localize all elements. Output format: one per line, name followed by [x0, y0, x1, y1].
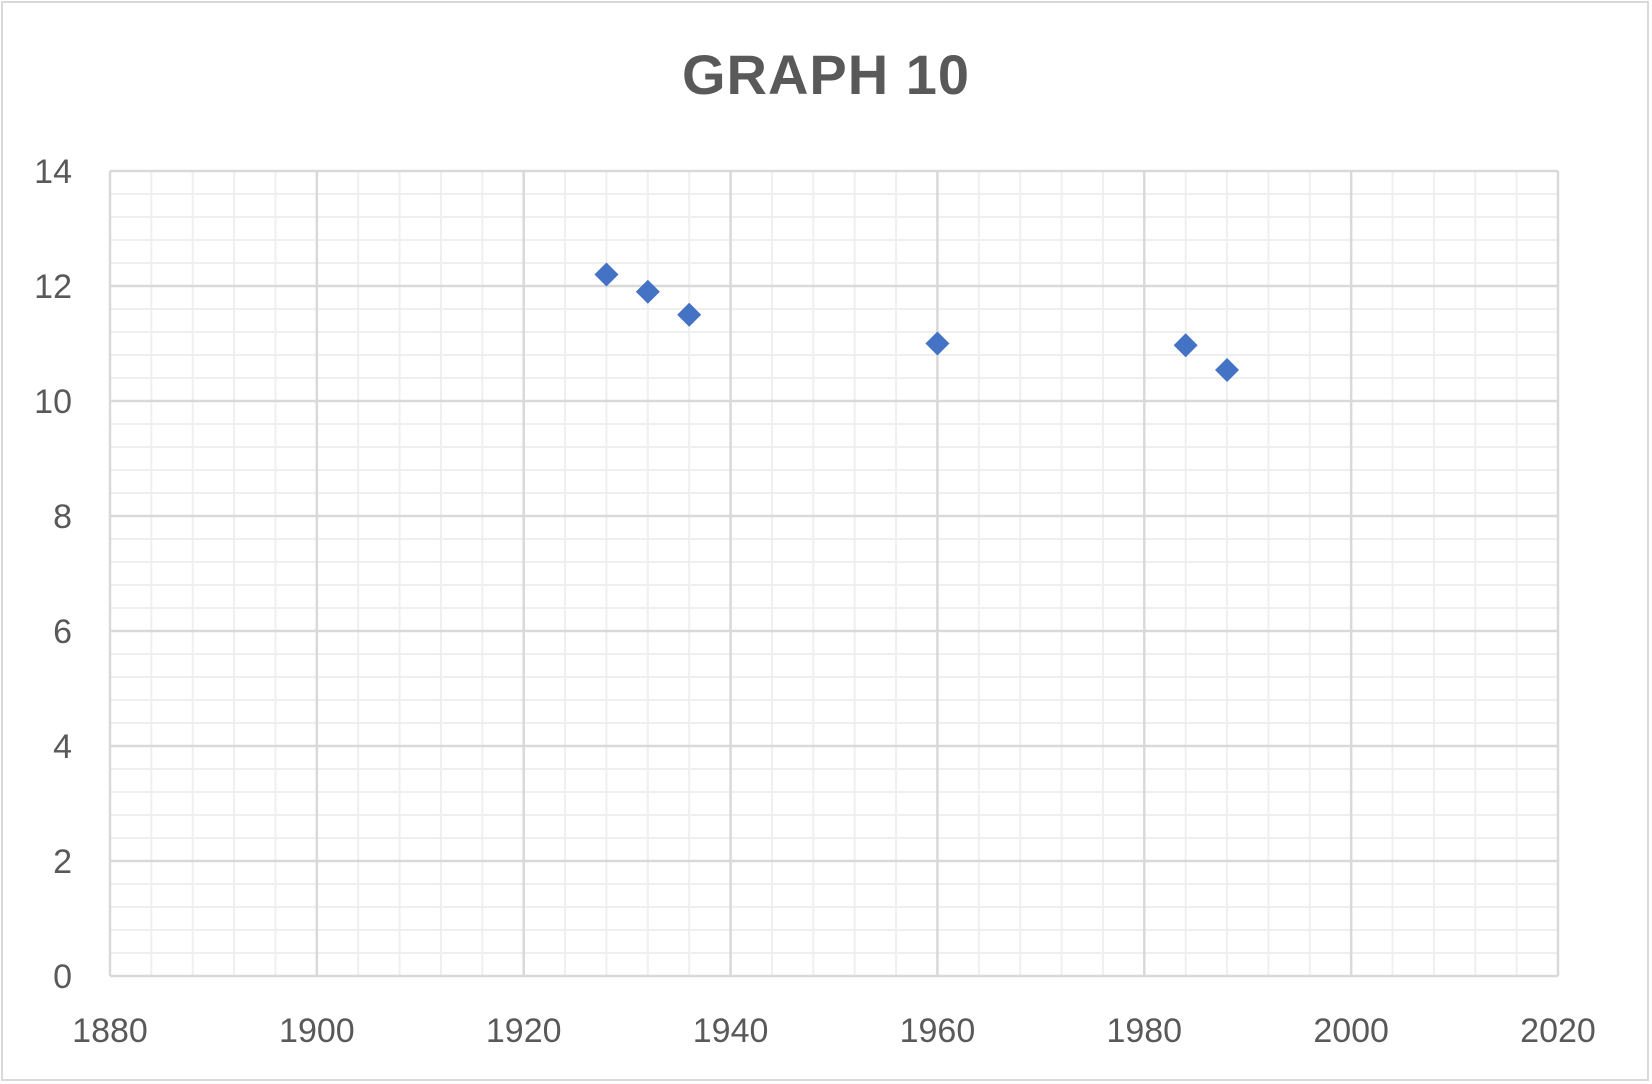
data-points — [594, 262, 1240, 382]
y-tick-label: 0 — [53, 958, 72, 996]
y-tick-label: 4 — [53, 728, 72, 766]
x-tick-label: 2000 — [1313, 1012, 1389, 1050]
x-tick-label: 1960 — [900, 1012, 976, 1050]
minor-grid — [109, 170, 1559, 977]
y-tick-label: 6 — [53, 613, 72, 651]
x-tick-label: 1940 — [693, 1012, 769, 1050]
y-axis-labels: 0 2 4 6 8 10 12 14 — [34, 153, 72, 996]
x-tick-label: 1920 — [486, 1012, 562, 1050]
y-tick-label: 8 — [53, 498, 72, 536]
chart-title: GRAPH 10 — [681, 43, 971, 106]
data-point — [635, 279, 660, 304]
x-tick-label: 2020 — [1520, 1012, 1596, 1050]
x-tick-label: 1880 — [72, 1012, 148, 1050]
y-tick-label: 14 — [34, 153, 72, 191]
data-point — [594, 262, 619, 287]
x-axis-labels: 1880 1900 1920 1940 1960 1980 2000 2020 — [72, 1012, 1596, 1050]
data-point — [1173, 333, 1198, 358]
y-tick-label: 10 — [34, 383, 72, 421]
y-tick-label: 2 — [53, 843, 72, 881]
x-tick-label: 1900 — [279, 1012, 355, 1050]
x-tick-label: 1980 — [1106, 1012, 1182, 1050]
major-grid — [108, 169, 1560, 978]
y-tick-label: 12 — [34, 268, 72, 306]
data-point — [925, 331, 950, 356]
data-point — [1215, 357, 1240, 382]
data-point — [677, 302, 702, 327]
